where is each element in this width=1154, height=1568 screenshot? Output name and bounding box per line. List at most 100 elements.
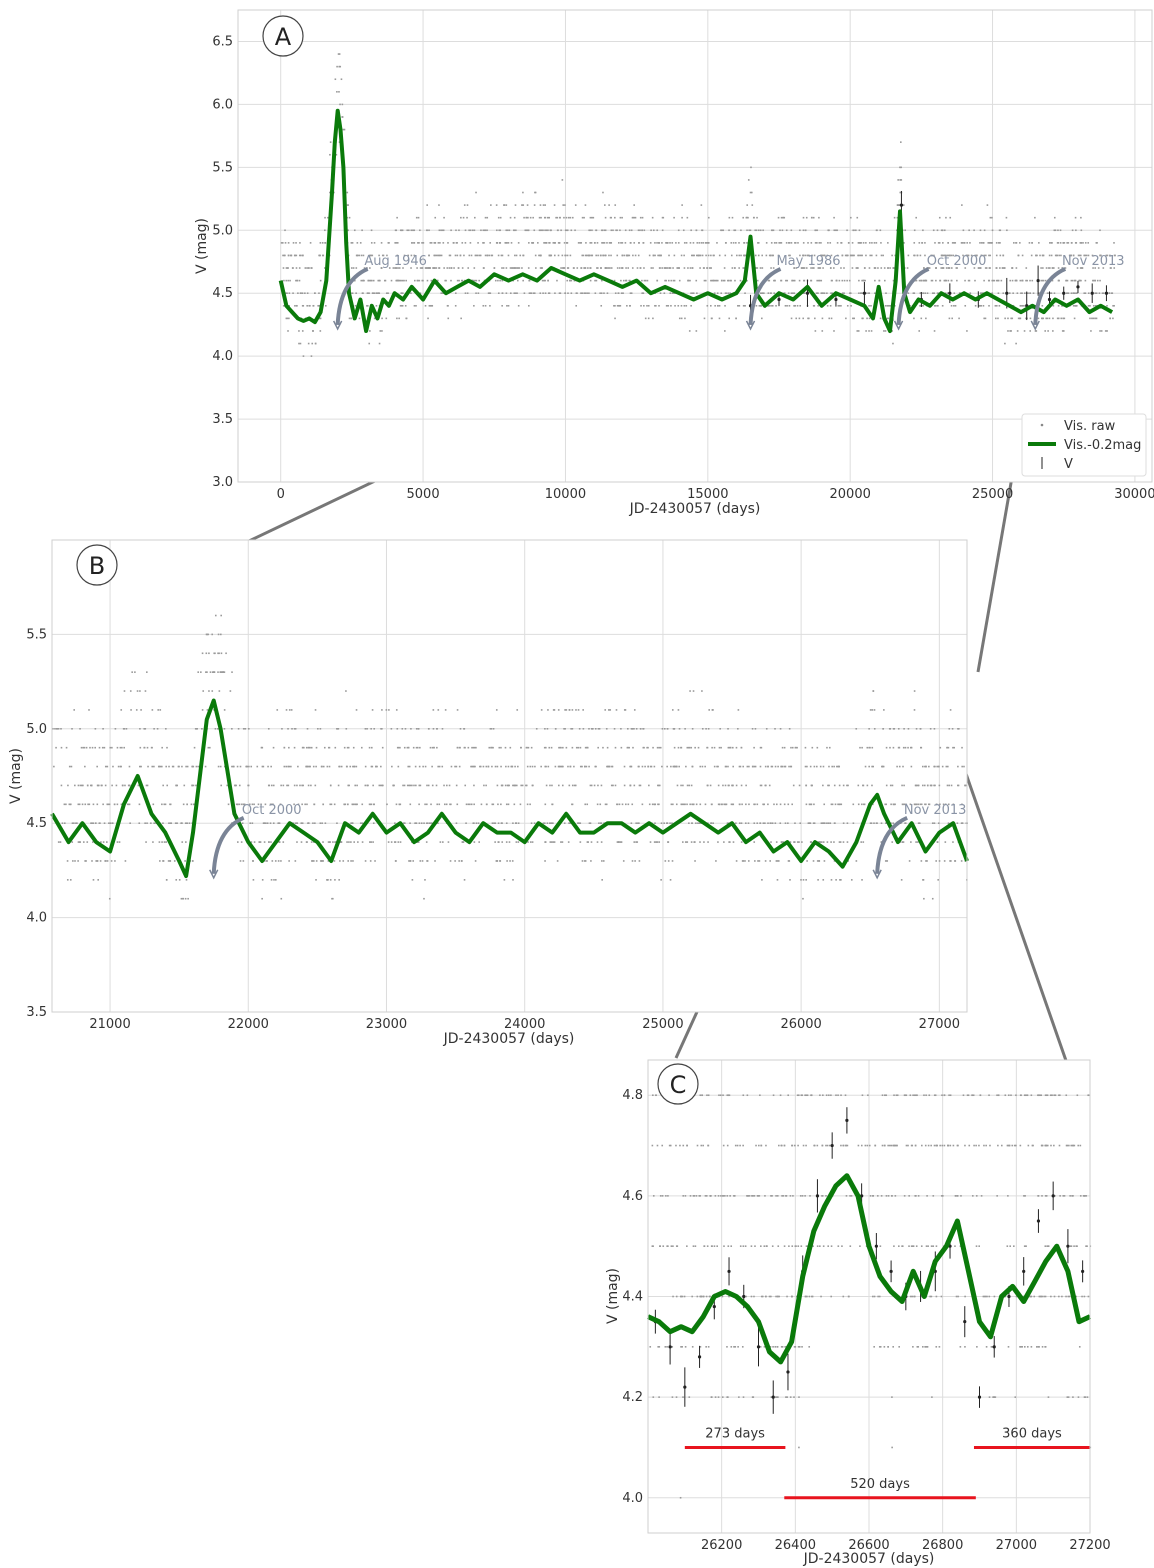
vis-raw-point bbox=[805, 1245, 808, 1247]
vis-raw-point bbox=[652, 1195, 655, 1197]
vis-raw-point bbox=[750, 166, 752, 169]
vis-raw-point bbox=[764, 765, 767, 768]
vis-raw-point bbox=[720, 229, 722, 232]
vis-raw-point bbox=[823, 860, 826, 862]
vis-raw-point bbox=[123, 728, 126, 730]
vis-raw-point bbox=[664, 1346, 667, 1348]
vis-raw-point bbox=[686, 1245, 688, 1247]
vis-raw-point bbox=[397, 746, 400, 749]
vis-raw-point bbox=[311, 342, 314, 345]
vis-raw-point bbox=[1111, 292, 1114, 294]
vis-raw-point bbox=[327, 860, 330, 862]
vis-raw-point bbox=[539, 267, 542, 269]
vis-raw-point bbox=[540, 709, 543, 711]
vis-raw-point bbox=[1067, 292, 1070, 294]
vis-raw-point bbox=[1041, 279, 1044, 282]
vis-raw-point bbox=[1067, 1295, 1070, 1298]
vis-raw-point bbox=[197, 671, 200, 673]
vis-raw-point bbox=[714, 1396, 717, 1398]
vis-raw-point bbox=[54, 728, 56, 730]
vis-raw-point bbox=[802, 1144, 805, 1147]
vis-raw-point bbox=[692, 254, 694, 257]
vis-raw-point bbox=[1098, 292, 1101, 294]
vis-raw-point bbox=[1085, 254, 1088, 257]
vis-raw-point bbox=[739, 1245, 742, 1247]
vis-raw-point bbox=[719, 1094, 722, 1097]
vis-raw-point bbox=[842, 784, 845, 787]
vis-raw-point bbox=[876, 1195, 879, 1197]
vis-raw-point bbox=[550, 254, 553, 257]
vis-raw-point bbox=[359, 242, 362, 244]
y-tick-label: 4.5 bbox=[212, 286, 233, 301]
v-point bbox=[1062, 291, 1066, 295]
vis-raw-point bbox=[705, 1195, 708, 1197]
vis-raw-point bbox=[493, 267, 496, 269]
vis-raw-point bbox=[81, 803, 84, 806]
vis-raw-point bbox=[269, 803, 272, 806]
vis-raw-point bbox=[324, 304, 327, 307]
vis-raw-point bbox=[953, 746, 955, 749]
vis-raw-point bbox=[928, 267, 931, 269]
vis-raw-point bbox=[767, 292, 770, 294]
vis-raw-point bbox=[549, 242, 551, 244]
vis-raw-point bbox=[181, 765, 183, 768]
vis-raw-point bbox=[250, 765, 253, 768]
vis-raw-point bbox=[671, 242, 674, 244]
vis-raw-point bbox=[760, 304, 763, 307]
vis-raw-point bbox=[361, 229, 363, 232]
vis-raw-point bbox=[871, 803, 874, 806]
vis-raw-point bbox=[792, 279, 795, 282]
vis-raw-point bbox=[532, 292, 535, 294]
vis-raw-point bbox=[862, 784, 865, 787]
vis-raw-point bbox=[622, 860, 625, 862]
vis-raw-point bbox=[548, 242, 550, 244]
vis-raw-point bbox=[982, 242, 985, 244]
vis-raw-point bbox=[423, 897, 425, 900]
vis-raw-point bbox=[491, 746, 493, 749]
vis-raw-point bbox=[885, 1195, 888, 1197]
vis-raw-point bbox=[528, 292, 531, 294]
vis-raw-point bbox=[549, 841, 552, 843]
vis-raw-point bbox=[905, 1144, 908, 1147]
vis-raw-point bbox=[802, 229, 805, 232]
vis-raw-point bbox=[673, 765, 676, 768]
vis-raw-point bbox=[890, 822, 892, 824]
vis-raw-point bbox=[272, 803, 274, 806]
vis-raw-point bbox=[129, 822, 131, 824]
vis-raw-point bbox=[261, 879, 264, 881]
vis-raw-point bbox=[852, 803, 855, 806]
vis-raw-point bbox=[655, 841, 658, 843]
vis-raw-point bbox=[682, 803, 685, 806]
vis-raw-point bbox=[1057, 304, 1060, 307]
vis-raw-point bbox=[931, 279, 934, 282]
vis-raw-point bbox=[642, 728, 644, 730]
vis-raw-point bbox=[413, 784, 415, 787]
vis-raw-point bbox=[146, 746, 149, 749]
vis-raw-point bbox=[505, 267, 508, 269]
vis-raw-point bbox=[715, 860, 717, 862]
vis-raw-point bbox=[326, 879, 328, 881]
vis-raw-point bbox=[779, 822, 782, 824]
vis-raw-point bbox=[558, 242, 561, 244]
vis-raw-point bbox=[424, 765, 427, 768]
vis-raw-point bbox=[740, 822, 743, 824]
vis-raw-point bbox=[885, 803, 888, 806]
event-annotation: Aug 1946 bbox=[332, 254, 427, 331]
vis-raw-point bbox=[913, 709, 916, 711]
vis-raw-point bbox=[514, 292, 517, 294]
vis-raw-point bbox=[1096, 279, 1099, 282]
vis-raw-point bbox=[396, 216, 398, 219]
vis-raw-point bbox=[633, 841, 636, 843]
vis-raw-point bbox=[644, 317, 647, 320]
vis-raw-point bbox=[954, 860, 957, 862]
vis-raw-point bbox=[846, 279, 848, 282]
vis-raw-point bbox=[950, 784, 953, 787]
vis-raw-point bbox=[516, 267, 518, 269]
vis-raw-point bbox=[1019, 1346, 1021, 1348]
vis-raw-point bbox=[158, 765, 161, 768]
vis-raw-point bbox=[201, 652, 204, 655]
vis-raw-point bbox=[677, 304, 680, 307]
vis-raw-point bbox=[338, 879, 340, 881]
vis-raw-point bbox=[541, 279, 544, 282]
vis-raw-point bbox=[614, 204, 617, 206]
